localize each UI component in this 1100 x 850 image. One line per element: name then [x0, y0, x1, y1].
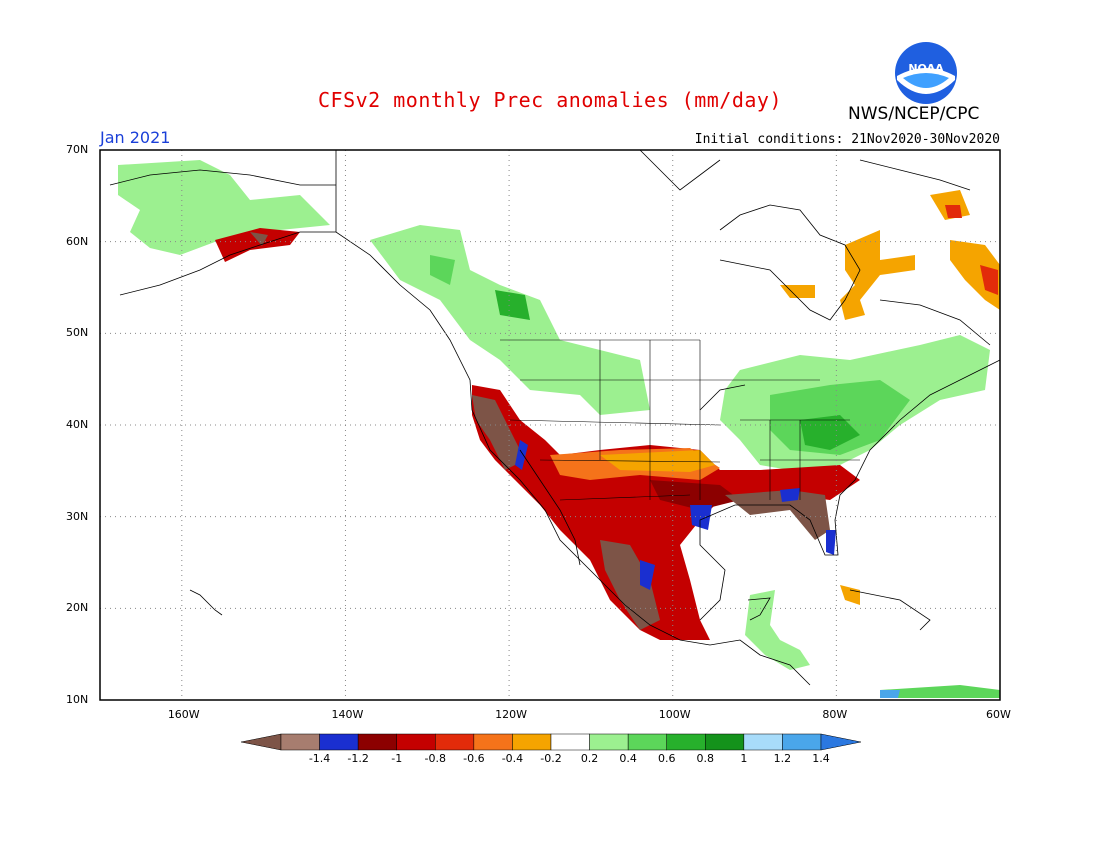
- legend-swatch: [705, 733, 745, 751]
- legend-arrow-high: [820, 733, 862, 751]
- lat-label: 60N: [66, 234, 89, 248]
- legend-swatch: [512, 733, 552, 751]
- legend-tick-label: -1.4: [309, 752, 330, 765]
- legend-swatch: [782, 733, 822, 751]
- coastlines: [109, 149, 1001, 686]
- lat-label: 10N: [66, 693, 89, 706]
- lat-label: 50N: [66, 326, 89, 340]
- initial-conditions: Initial conditions: 21Nov2020-30Nov2020: [694, 132, 1000, 147]
- lon-label: 80W: [822, 708, 848, 721]
- legend-tick-label: 1.4: [812, 752, 830, 765]
- political-boundaries: [500, 339, 860, 501]
- lat-label: 70N: [66, 143, 89, 156]
- color-legend: -1.4 -1.2 -1 -0.8 -0.6 -0.4 -0.2 0.2 0.4 0.6 0.8 1 1…: [240, 733, 862, 765]
- lon-label: 60W: [986, 708, 1011, 721]
- legend-tick-label: 1: [740, 752, 747, 765]
- logo-text: NOAA: [908, 62, 944, 75]
- anomaly-patches: [118, 160, 1000, 698]
- legend-swatch: [743, 733, 783, 751]
- legend-tick-label: 0.8: [697, 752, 715, 765]
- legend-swatch: [627, 733, 667, 751]
- legend-tick-label: -1: [391, 752, 402, 765]
- legend-swatch: [319, 733, 359, 751]
- map-frame: [99, 149, 1001, 701]
- agency-label: NWS/NCEP/CPC: [848, 104, 980, 124]
- legend-tick-label: -0.4: [502, 752, 523, 765]
- forecast-month: Jan 2021: [100, 128, 171, 147]
- lon-label: 120W: [495, 708, 527, 721]
- legend-swatch: [435, 733, 475, 751]
- lat-label: 30N: [66, 509, 89, 523]
- legend-swatch: [396, 733, 436, 751]
- legend-swatch: [280, 733, 320, 751]
- lat-label: 40N: [66, 418, 89, 431]
- legend-swatch: [473, 733, 513, 751]
- noaa-logo: NOAA: [893, 40, 959, 110]
- legend-swatch: [357, 733, 397, 751]
- lat-label: 20N: [66, 601, 89, 615]
- legend-tick-label: 0.4: [619, 752, 637, 765]
- legend-tick-label: 0.2: [581, 752, 599, 765]
- legend-tick-label: 0.6: [658, 752, 676, 765]
- legend-tick-label: 1.2: [774, 752, 792, 765]
- legend-swatch: [550, 733, 590, 751]
- legend-tick-label: -0.8: [425, 752, 446, 765]
- lat-lon-grid: [100, 150, 1000, 700]
- lon-label: 140W: [331, 708, 364, 721]
- lon-label: 160W: [167, 708, 200, 721]
- legend-tick-label: -1.2: [347, 752, 368, 765]
- legend-tick-label: -0.2: [540, 752, 561, 765]
- legend-tick-label: -0.6: [463, 752, 484, 765]
- legend-arrow-low: [240, 733, 282, 751]
- page-title: CFSv2 monthly Prec anomalies (mm/day): [317, 88, 783, 112]
- legend-swatch: [666, 733, 706, 751]
- legend-swatch: [589, 733, 629, 751]
- lon-label: 100W: [658, 708, 691, 721]
